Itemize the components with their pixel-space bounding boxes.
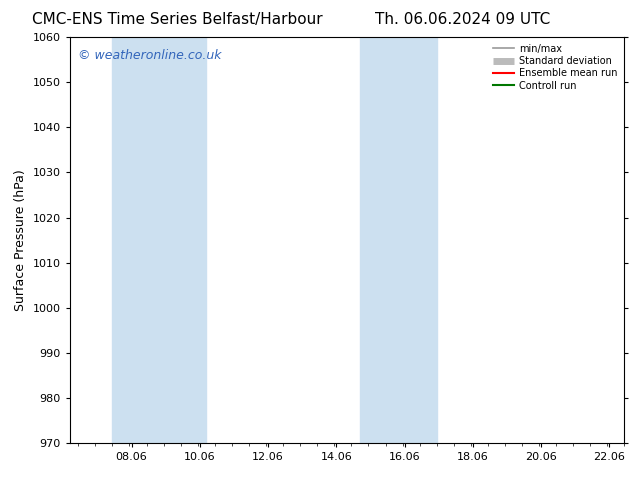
Bar <box>112 37 206 443</box>
Text: CMC-ENS Time Series Belfast/Harbour: CMC-ENS Time Series Belfast/Harbour <box>32 12 323 27</box>
Text: Th. 06.06.2024 09 UTC: Th. 06.06.2024 09 UTC <box>375 12 550 27</box>
Bar <box>360 37 437 443</box>
Text: © weatheronline.co.uk: © weatheronline.co.uk <box>78 49 221 62</box>
Legend: min/max, Standard deviation, Ensemble mean run, Controll run: min/max, Standard deviation, Ensemble me… <box>489 40 621 95</box>
Y-axis label: Surface Pressure (hPa): Surface Pressure (hPa) <box>14 169 27 311</box>
